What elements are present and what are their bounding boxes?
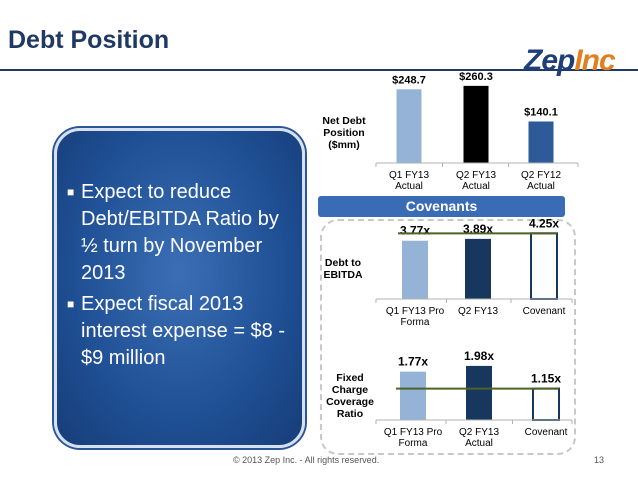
tick-label: Actual: [395, 181, 423, 192]
data-label: 3.77x: [400, 224, 430, 238]
bullet-item: ■ Expect fiscal 2013 interest expense = $…: [67, 291, 292, 372]
tick-label: Q1 FY13 Pro: [384, 427, 443, 438]
tick-label: Covenant: [523, 306, 566, 317]
data-label: 1.77x: [398, 355, 428, 369]
tick-label: Actual: [527, 181, 555, 192]
bar: [466, 365, 492, 420]
bar: [530, 232, 558, 300]
data-label: $260.3: [459, 71, 493, 83]
logo-accent: Inc: [574, 44, 615, 77]
data-label: 1.15x: [531, 372, 561, 386]
chart-title: ($mm): [328, 139, 360, 151]
bar: [465, 238, 491, 299]
tick-label: Forma: [401, 317, 430, 328]
data-label: 1.98x: [464, 349, 494, 363]
slide-title: Debt Position: [8, 26, 170, 54]
tick-label: Q2 FY13: [458, 306, 498, 317]
chart-title: Debt to: [325, 257, 361, 269]
data-label: $140.1: [524, 106, 558, 118]
bar: [396, 89, 422, 163]
covenants-frame: [320, 219, 576, 455]
footer-copyright: © 2013 Zep Inc. - All rights reserved.: [233, 455, 380, 465]
bullet-square-icon: ■: [67, 297, 75, 311]
covenants-banner: Covenants: [318, 196, 565, 217]
bullet-text: Expect fiscal 2013 interest expense = $8…: [81, 293, 286, 369]
bar: [402, 240, 428, 299]
bar: [532, 387, 560, 421]
bar: [528, 121, 554, 163]
tick-label: Q1 FY13: [389, 170, 429, 181]
data-label: 4.25x: [529, 216, 559, 230]
bar: [400, 371, 426, 420]
tick-label: Q2 FY13: [456, 170, 496, 181]
tick-label: Covenant: [525, 427, 568, 438]
chart-title: Charge: [332, 384, 368, 396]
covenants-label: Covenants: [405, 198, 478, 214]
tick-label: Q1 FY13 Pro: [386, 306, 445, 317]
chart-title: Net Debt: [322, 115, 366, 127]
bullet-item: ■ Expect to reduce Debt/EBITDA Ratio by ½…: [67, 179, 292, 287]
tick-label: Actual: [462, 181, 490, 192]
tick-label: Forma: [399, 438, 428, 449]
tick-label: Actual: [465, 438, 493, 449]
tick-label: Q2 FY12: [521, 170, 561, 181]
tick-label: Q2 FY13: [459, 427, 499, 438]
chart-title: Position: [323, 127, 364, 139]
logo-main: Zep: [524, 44, 575, 77]
bar: [463, 85, 489, 163]
chart-title: Fixed: [336, 372, 363, 384]
zepinc-logo: ZepInc: [524, 44, 616, 78]
page-number: 13: [594, 455, 605, 465]
chart-title: Coverage: [326, 396, 374, 408]
chart-title: Ratio: [337, 408, 363, 420]
chart-title: EBITDA: [323, 269, 363, 281]
data-label: $248.7: [392, 74, 426, 86]
bullet-text: Expect to reduce Debt/EBITDA Ratio by ½ …: [81, 181, 279, 284]
bullet-square-icon: ■: [67, 185, 75, 199]
bullet-list: ■ Expect to reduce Debt/EBITDA Ratio by ½…: [67, 179, 292, 376]
outlook-panel: ■ Expect to reduce Debt/EBITDA Ratio by ½…: [54, 128, 305, 448]
title-divider: [0, 69, 638, 71]
